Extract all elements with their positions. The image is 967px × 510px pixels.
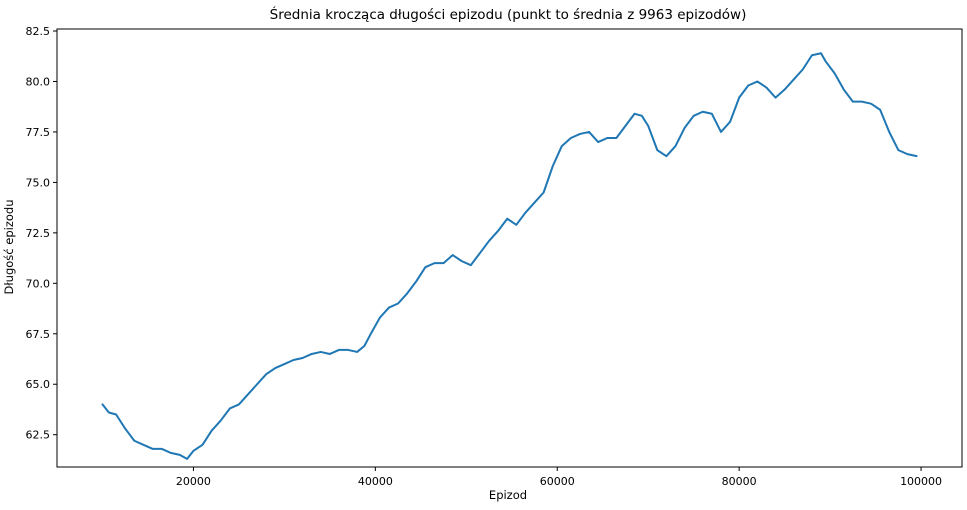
x-axis-label: Epizod [489, 488, 527, 502]
x-tick-label: 60000 [540, 475, 575, 488]
y-axis-label: Długość epizodu [2, 200, 16, 295]
y-tick-label: 75.0 [26, 176, 51, 189]
x-tick-label: 100000 [900, 475, 942, 488]
y-tick-label: 65.0 [26, 378, 51, 391]
chart-title: Średnia krocząca długości epizodu (punkt… [270, 5, 747, 23]
y-tick-label: 62.5 [26, 429, 51, 442]
y-axis-ticks: 62.5 65.0 67.5 70.0 72.5 75.0 77.5 80.0 82.5 [26, 25, 57, 442]
x-tick-label: 40000 [358, 475, 393, 488]
x-tick-label: 80000 [722, 475, 757, 488]
y-tick-label: 67.5 [26, 328, 51, 341]
y-tick-label: 82.5 [26, 25, 51, 38]
plot-frame [56, 28, 963, 468]
y-tick-label: 72.5 [26, 227, 51, 240]
x-tick-label: 20000 [176, 475, 211, 488]
y-tick-label: 80.0 [26, 75, 51, 88]
x-axis-ticks: 20000 40000 60000 80000 100000 [176, 467, 942, 488]
y-tick-label: 70.0 [26, 277, 51, 290]
series-line [101, 52, 918, 460]
y-tick-label: 77.5 [26, 126, 51, 139]
